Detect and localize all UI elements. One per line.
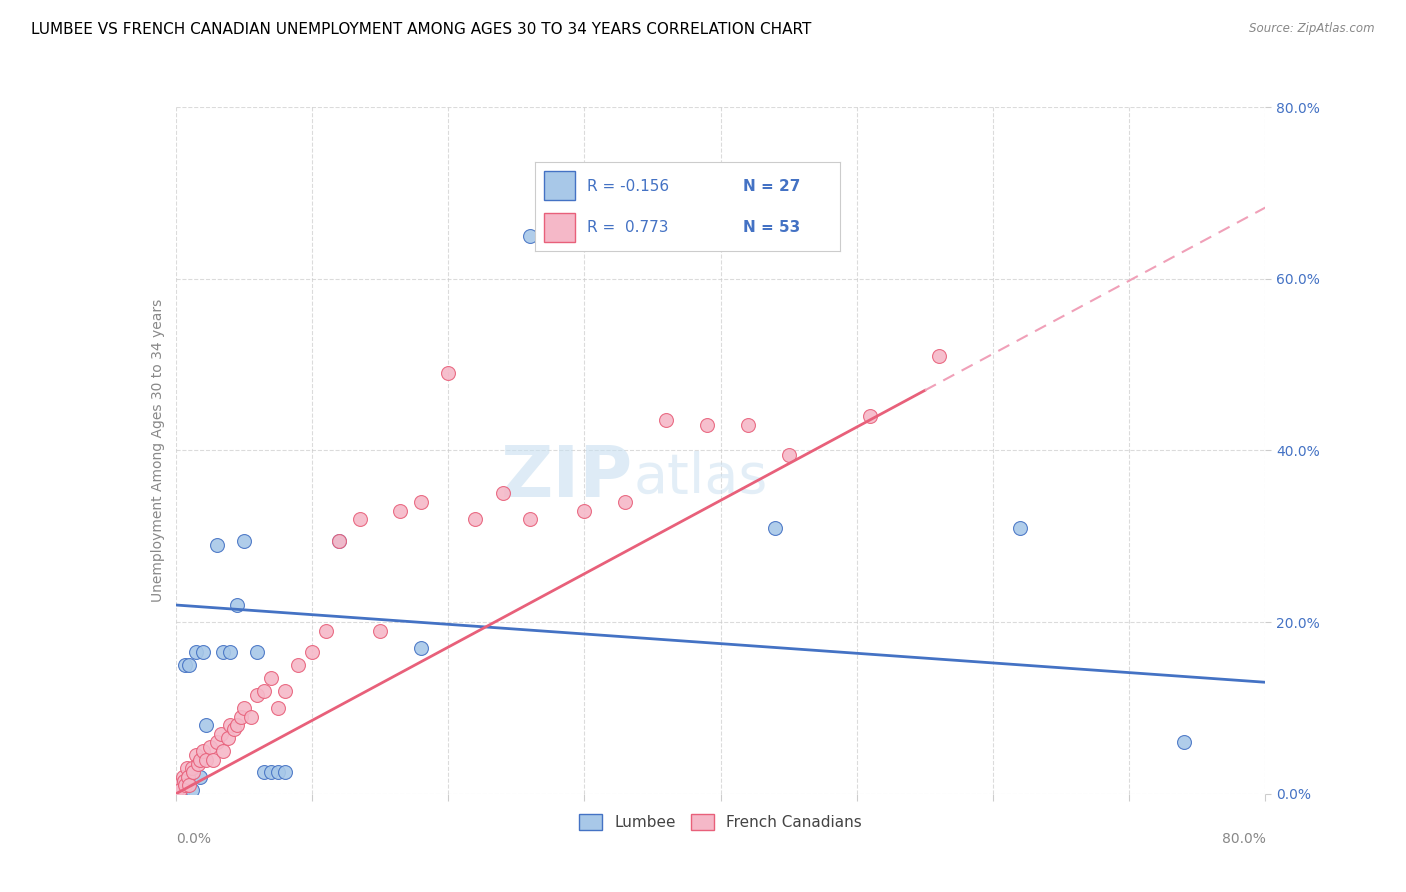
Point xyxy=(328,533,350,548)
Text: N = 53: N = 53 xyxy=(742,219,800,235)
Point xyxy=(179,778,201,792)
Text: ZIP: ZIP xyxy=(501,443,633,512)
Point xyxy=(177,770,200,784)
FancyBboxPatch shape xyxy=(544,171,575,201)
Point xyxy=(212,645,235,659)
Point xyxy=(574,503,596,517)
Point xyxy=(181,782,204,797)
Point xyxy=(205,735,228,749)
Point xyxy=(219,718,242,732)
Point xyxy=(186,645,208,659)
Point xyxy=(1010,521,1032,535)
Point xyxy=(328,533,350,548)
Point xyxy=(274,765,297,780)
Text: 0.0%: 0.0% xyxy=(176,831,211,846)
Point xyxy=(696,417,718,432)
Legend: Lumbee, French Canadians: Lumbee, French Canadians xyxy=(571,806,870,838)
Text: N = 27: N = 27 xyxy=(742,178,800,194)
Point xyxy=(226,598,249,612)
Point xyxy=(614,495,637,509)
Point xyxy=(519,512,541,526)
Point xyxy=(188,770,211,784)
Point xyxy=(179,658,201,673)
Point xyxy=(232,533,254,548)
Point xyxy=(287,658,309,673)
Point xyxy=(267,765,290,780)
Point xyxy=(176,761,198,775)
Point xyxy=(253,765,276,780)
Point xyxy=(173,774,195,789)
Point xyxy=(212,744,235,758)
Point xyxy=(239,709,262,723)
Text: atlas: atlas xyxy=(633,451,768,505)
Point xyxy=(260,671,283,685)
Point xyxy=(194,718,217,732)
Text: 80.0%: 80.0% xyxy=(1222,831,1265,846)
Point xyxy=(167,782,190,797)
Point xyxy=(492,486,515,500)
Text: R = -0.156: R = -0.156 xyxy=(588,178,669,194)
Point xyxy=(437,366,460,380)
Point xyxy=(176,778,198,792)
Point xyxy=(389,503,412,517)
Point xyxy=(301,645,323,659)
Y-axis label: Unemployment Among Ages 30 to 34 years: Unemployment Among Ages 30 to 34 years xyxy=(152,299,166,602)
Text: LUMBEE VS FRENCH CANADIAN UNEMPLOYMENT AMONG AGES 30 TO 34 YEARS CORRELATION CHA: LUMBEE VS FRENCH CANADIAN UNEMPLOYMENT A… xyxy=(31,22,811,37)
Point xyxy=(409,495,432,509)
Point xyxy=(253,683,276,698)
Point xyxy=(194,753,217,767)
Point xyxy=(778,448,800,462)
Point xyxy=(205,538,228,552)
Point xyxy=(174,778,197,792)
Point xyxy=(928,349,950,363)
Point xyxy=(209,727,232,741)
Point xyxy=(246,688,269,702)
FancyBboxPatch shape xyxy=(544,213,575,243)
Point xyxy=(181,761,204,775)
Point xyxy=(859,409,882,423)
Point xyxy=(186,748,208,763)
Point xyxy=(183,765,205,780)
Point xyxy=(191,645,214,659)
Text: R =  0.773: R = 0.773 xyxy=(588,219,669,235)
Point xyxy=(174,658,197,673)
Point xyxy=(231,709,253,723)
Point xyxy=(737,417,759,432)
Point xyxy=(519,228,541,243)
Point xyxy=(464,512,486,526)
Point xyxy=(188,753,211,767)
Point xyxy=(1173,735,1195,749)
Point xyxy=(224,723,246,737)
Point xyxy=(315,624,337,638)
Point xyxy=(267,701,290,715)
Point xyxy=(274,683,297,698)
Point xyxy=(166,782,188,797)
Point xyxy=(217,731,239,745)
Point xyxy=(368,624,391,638)
Point xyxy=(169,778,191,792)
Point xyxy=(172,770,194,784)
Point xyxy=(169,782,191,797)
Point xyxy=(172,782,194,797)
Point xyxy=(167,778,190,792)
Point xyxy=(191,744,214,758)
Point xyxy=(232,701,254,715)
Point xyxy=(260,765,283,780)
Point xyxy=(219,645,242,659)
Point xyxy=(201,753,224,767)
Point xyxy=(763,521,786,535)
Point xyxy=(186,756,209,771)
Point xyxy=(409,640,432,655)
Point xyxy=(198,739,221,754)
Point xyxy=(246,645,269,659)
Point xyxy=(226,718,249,732)
Point xyxy=(655,413,678,427)
Text: Source: ZipAtlas.com: Source: ZipAtlas.com xyxy=(1250,22,1375,36)
Point xyxy=(349,512,371,526)
